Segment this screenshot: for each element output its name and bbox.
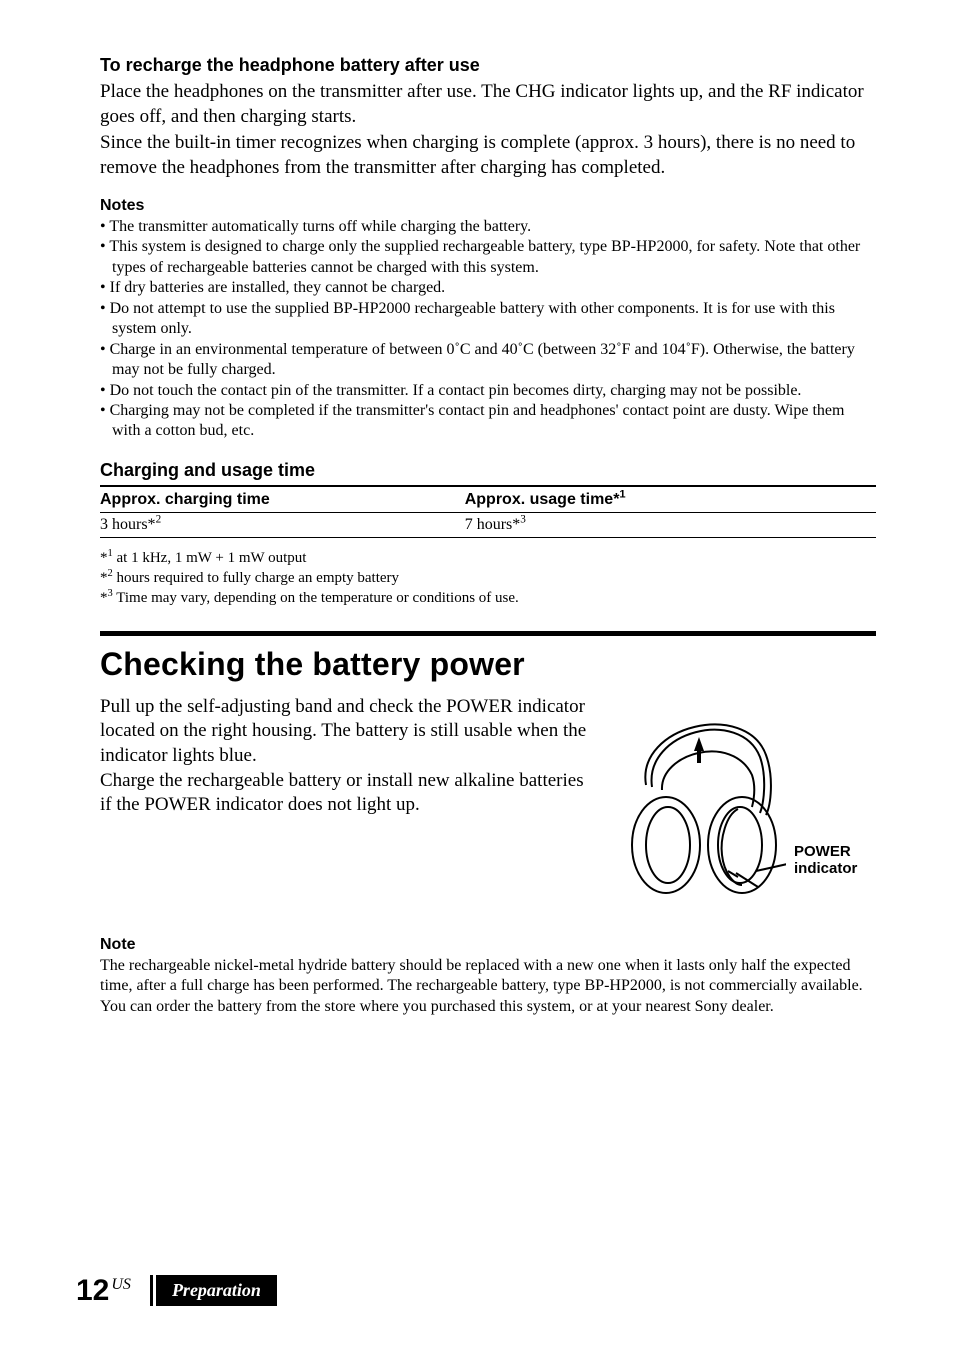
th-text: Approx. charging time	[100, 491, 270, 508]
power-indicator-label: POWER indicator	[794, 843, 857, 878]
label-line: indicator	[794, 860, 857, 877]
footnote: *1 at 1 kHz, 1 mW + 1 mW output	[100, 548, 876, 568]
th-usage-time: Approx. usage time*1	[465, 486, 876, 513]
checking-battery-heading: Checking the battery power	[100, 646, 876, 683]
th-text: Approx. usage time*	[465, 491, 620, 508]
charging-time-table: Approx. charging time Approx. usage time…	[100, 485, 876, 538]
page-region: US	[111, 1276, 131, 1293]
headphone-illustration	[616, 695, 786, 905]
checking-battery-para: Pull up the self-adjusting band and chec…	[100, 695, 598, 818]
page-footer: 12US Preparation	[76, 1275, 277, 1306]
note-text-2: The rechargeable nickel-metal hydride ba…	[100, 956, 876, 1017]
sup: 3	[520, 514, 526, 526]
charging-time-heading: Charging and usage time	[100, 460, 876, 481]
td-charging-time: 3 hours*2	[100, 512, 465, 537]
page-number: 12US	[76, 1276, 131, 1306]
footnotes: *1 at 1 kHz, 1 mW + 1 mW output *2 hours…	[100, 548, 876, 609]
td-usage-time: 7 hours*3	[465, 512, 876, 537]
fn-text: hours required to fully charge an empty …	[113, 570, 399, 586]
footer-section-tab: Preparation	[153, 1275, 277, 1306]
label-line: POWER	[794, 843, 857, 860]
page-number-value: 12	[76, 1274, 109, 1307]
table-row: 3 hours*2 7 hours*3	[100, 512, 876, 537]
fn-text: Time may vary, depending on the temperat…	[113, 590, 519, 606]
footnote: *3 Time may vary, depending on the tempe…	[100, 588, 876, 608]
list-item: Do not touch the contact pin of the tran…	[100, 381, 876, 401]
fn-text: at 1 kHz, 1 mW + 1 mW output	[113, 550, 307, 566]
td-text: 7 hours*	[465, 516, 521, 533]
list-item: Charging may not be completed if the tra…	[100, 401, 876, 442]
sup: 1	[619, 489, 625, 501]
footnote: *2 hours required to fully charge an emp…	[100, 568, 876, 588]
recharge-para2: Since the built-in timer recognizes when…	[100, 131, 876, 180]
list-item: This system is designed to charge only t…	[100, 237, 876, 278]
th-charging-time: Approx. charging time	[100, 486, 465, 513]
notes-list-1: The transmitter automatically turns off …	[100, 217, 876, 442]
section-divider	[100, 631, 876, 636]
recharge-heading: To recharge the headphone battery after …	[100, 55, 876, 76]
recharge-para1: Place the headphones on the transmitter …	[100, 80, 876, 129]
note-heading-2: Note	[100, 936, 876, 954]
list-item: If dry batteries are installed, they can…	[100, 278, 876, 298]
list-item: The transmitter automatically turns off …	[100, 217, 876, 237]
list-item: Do not attempt to use the supplied BP-HP…	[100, 299, 876, 340]
list-item: Charge in an environmental temperature o…	[100, 340, 876, 381]
notes-heading-1: Notes	[100, 197, 876, 215]
td-text: 3 hours*	[100, 516, 156, 533]
sup: 2	[156, 514, 162, 526]
table-row: Approx. charging time Approx. usage time…	[100, 486, 876, 513]
